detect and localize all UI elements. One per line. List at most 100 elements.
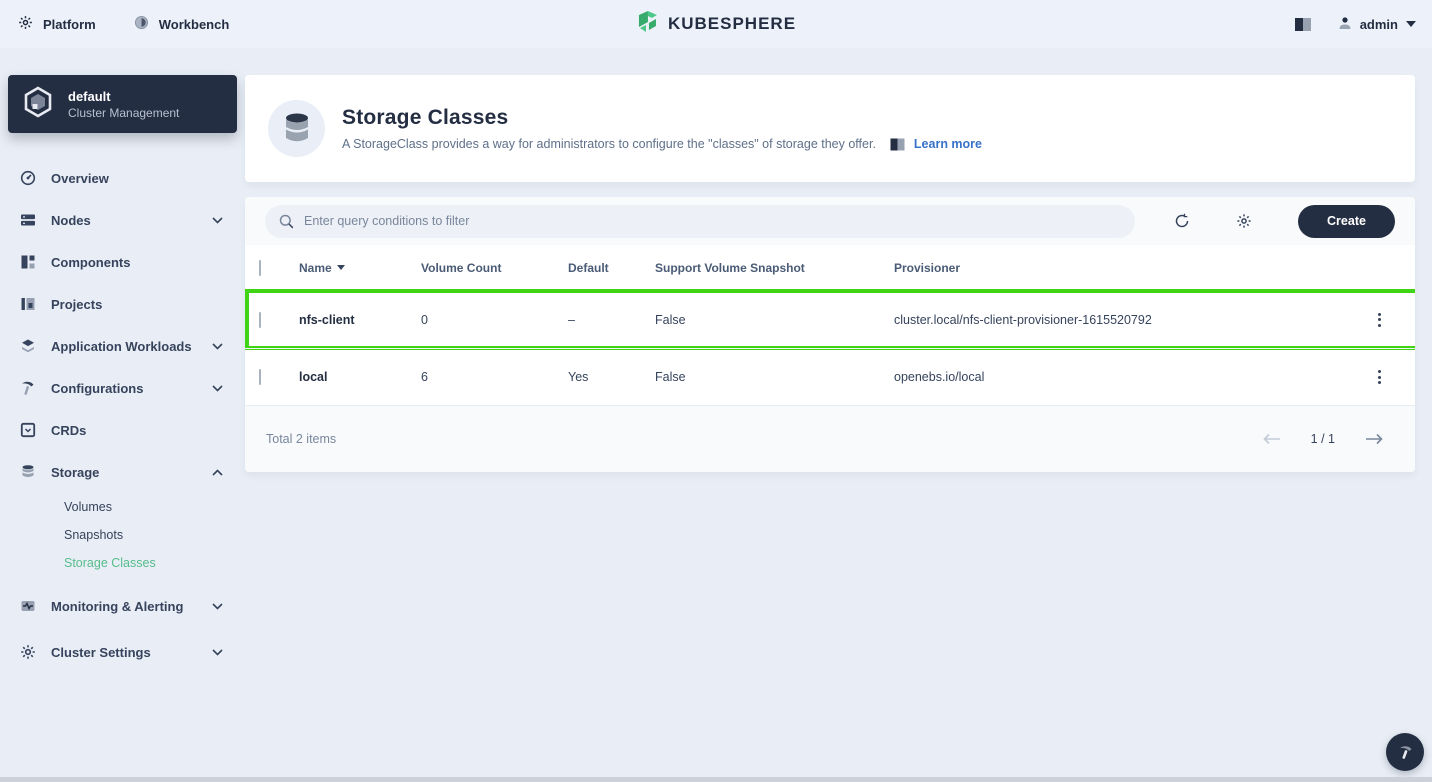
chevron-down-icon	[212, 602, 223, 610]
kubesphere-logo[interactable]: KUBESPHERE	[636, 10, 796, 39]
chevron-down-icon	[212, 216, 223, 224]
chevron-down-icon	[212, 384, 223, 392]
chevron-down-icon	[1406, 21, 1416, 27]
submenu-label: Snapshots	[64, 528, 124, 542]
total-items-label: Total 2 items	[266, 432, 337, 446]
sidebar-item-snapshots[interactable]: Snapshots	[64, 521, 245, 549]
sidebar-menu: Overview Nodes Components Projects Appli…	[0, 157, 245, 673]
platform-menu[interactable]: Platform	[18, 15, 96, 33]
cell-name[interactable]: nfs-client	[299, 312, 355, 327]
create-button[interactable]: Create	[1298, 204, 1395, 238]
cluster-icon	[20, 84, 56, 125]
search-box[interactable]	[265, 204, 1135, 238]
storage-class-list-card: Create Name Volume Count Default Support…	[245, 197, 1415, 472]
sidebar-item-label: Components	[51, 254, 131, 270]
row-actions-menu[interactable]	[1367, 365, 1391, 389]
search-input[interactable]	[304, 214, 1121, 228]
select-all-checkbox[interactable]	[259, 259, 261, 276]
sidebar-item-cluster-settings[interactable]: Cluster Settings	[0, 631, 245, 673]
workbench-icon	[134, 15, 149, 33]
cell-default: –	[568, 312, 575, 327]
table-row-local[interactable]: local 6 Yes False openebs.io/local	[245, 348, 1415, 405]
sidebar: default Cluster Management Overview Node…	[0, 48, 245, 782]
search-icon	[279, 214, 294, 229]
column-header-default: Default	[568, 260, 609, 275]
sidebar-item-nodes[interactable]: Nodes	[0, 199, 245, 241]
submenu-label: Volumes	[64, 500, 112, 514]
cell-name[interactable]: local	[299, 370, 328, 384]
platform-label: Platform	[43, 16, 96, 32]
workbench-menu[interactable]: Workbench	[134, 15, 230, 33]
cell-provisioner: openebs.io/local	[894, 370, 985, 384]
workloads-icon	[20, 338, 36, 354]
column-settings-button[interactable]	[1236, 213, 1252, 229]
learn-more-link[interactable]: Learn more	[913, 137, 983, 151]
user-avatar-icon	[1338, 16, 1352, 33]
hammer-icon	[1395, 742, 1415, 762]
cluster-selector[interactable]: default Cluster Management	[8, 75, 237, 133]
row-checkbox[interactable]	[259, 311, 261, 328]
sidebar-item-label: CRDs	[51, 422, 87, 438]
column-label: Name	[299, 260, 332, 275]
prev-page-button[interactable]	[1263, 433, 1281, 445]
storage-icon	[20, 464, 36, 480]
next-page-button[interactable]	[1365, 433, 1383, 445]
logo-text: KUBESPHERE	[667, 14, 797, 33]
sidebar-item-label: Configurations	[51, 380, 144, 396]
row-checkbox[interactable]	[259, 369, 261, 385]
chevron-down-icon	[212, 648, 223, 656]
sidebar-item-components[interactable]: Components	[0, 241, 245, 283]
projects-icon	[20, 296, 36, 312]
sidebar-item-monitoring-alerting[interactable]: Monitoring & Alerting	[0, 585, 245, 627]
sidebar-item-label: Monitoring & Alerting	[51, 598, 184, 614]
sidebar-item-label: Projects	[51, 296, 103, 312]
chevron-up-icon	[212, 468, 223, 476]
sidebar-item-storage-classes[interactable]: Storage Classes	[64, 549, 245, 577]
kubectl-toolbox-button[interactable]	[1386, 733, 1424, 771]
crds-icon	[20, 422, 36, 438]
sidebar-item-projects[interactable]: Projects	[0, 283, 245, 325]
sidebar-item-storage[interactable]: Storage	[0, 451, 245, 493]
pagination: 1 / 1	[1263, 432, 1383, 446]
gear-icon	[18, 15, 33, 33]
column-header-name[interactable]: Name	[299, 261, 421, 275]
page-title: Storage Classes	[342, 106, 509, 129]
top-bar: Platform Workbench KUBESPHERE admin	[0, 0, 1432, 48]
storage-submenu: Volumes Snapshots Storage Classes	[0, 493, 245, 577]
page-description: A StorageClass provides a way for admini…	[342, 137, 876, 151]
nodes-icon	[20, 212, 36, 228]
settings-gear-icon	[20, 644, 36, 660]
table-row-nfs-client[interactable]: nfs-client 0 – False cluster.local/nfs-c…	[245, 289, 1415, 350]
sidebar-item-volumes[interactable]: Volumes	[64, 493, 245, 521]
row-actions-menu[interactable]	[1367, 308, 1391, 332]
cell-provisioner: cluster.local/nfs-client-provisioner-161…	[894, 312, 1152, 327]
sidebar-item-label: Overview	[51, 170, 109, 186]
list-toolbar: Create	[245, 197, 1415, 245]
sidebar-item-crds[interactable]: CRDs	[0, 409, 245, 451]
column-header-provisioner: Provisioner	[894, 260, 961, 275]
sidebar-item-label: Cluster Settings	[51, 644, 151, 660]
sidebar-item-label: Storage	[51, 464, 100, 480]
sidebar-item-configurations[interactable]: Configurations	[0, 367, 245, 409]
divider	[245, 405, 1415, 406]
cell-snapshot: False	[655, 370, 686, 384]
cluster-name: default	[68, 88, 111, 104]
monitoring-icon	[20, 598, 36, 614]
sort-caret-icon	[336, 265, 345, 270]
table-header-row: Name Volume Count Default Support Volume…	[245, 245, 1415, 291]
user-menu[interactable]: admin	[1338, 16, 1416, 33]
cell-volume-count: 6	[421, 370, 428, 384]
cell-default: Yes	[568, 370, 589, 384]
sidebar-item-overview[interactable]: Overview	[0, 157, 245, 199]
page-indicator: 1 / 1	[1310, 432, 1335, 446]
sidebar-item-application-workloads[interactable]: Application Workloads	[0, 325, 245, 367]
docs-icon	[890, 138, 906, 151]
refresh-button[interactable]	[1174, 213, 1190, 229]
configurations-icon	[20, 380, 36, 396]
workbench-label: Workbench	[158, 16, 230, 32]
docs-icon[interactable]	[1294, 17, 1312, 32]
cell-snapshot: False	[655, 312, 686, 327]
sidebar-item-label: Application Workloads	[51, 338, 192, 354]
column-header-snapshot: Support Volume Snapshot	[655, 260, 805, 275]
submenu-label: Storage Classes	[64, 556, 156, 570]
